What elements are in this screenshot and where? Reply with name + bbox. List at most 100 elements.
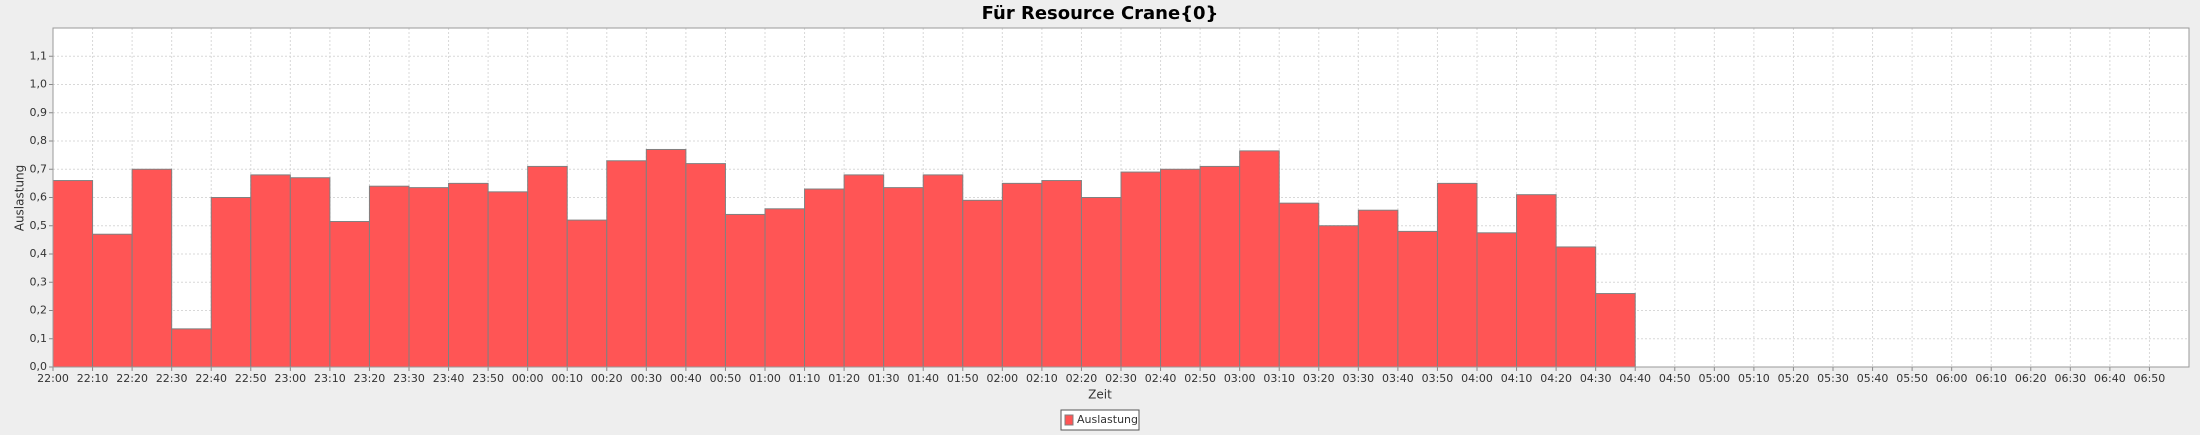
x-tick-label: 02:00 — [986, 372, 1018, 385]
x-tick-label: 02:50 — [1184, 372, 1216, 385]
bar — [1001, 182, 1043, 368]
x-tick-label: 04:50 — [1659, 372, 1691, 385]
bar — [487, 191, 529, 368]
bar — [448, 182, 489, 368]
x-tick-label: 03:30 — [1342, 372, 1374, 385]
x-tick-label: 03:00 — [1224, 372, 1256, 385]
y-tick-label: 0,8 — [30, 134, 48, 147]
x-tick-label: 04:00 — [1461, 372, 1493, 385]
bar — [368, 185, 410, 368]
x-tick-label: 23:20 — [354, 372, 386, 385]
x-tick-label: 06:20 — [2015, 372, 2047, 385]
x-tick-label: 03:10 — [1263, 372, 1295, 385]
bar — [1476, 232, 1518, 368]
x-tick-label: 03:40 — [1382, 372, 1414, 385]
bar — [1595, 293, 1636, 368]
x-tick-label: 04:30 — [1580, 372, 1612, 385]
bar — [843, 174, 885, 368]
bar — [131, 168, 173, 368]
x-tick-label: 04:20 — [1540, 372, 1572, 385]
x-tick-label: 05:30 — [1817, 372, 1849, 385]
bar — [52, 180, 94, 368]
x-tick-label: 00:20 — [591, 372, 623, 385]
y-axis-label: Auslastung — [13, 165, 27, 232]
x-tick-label: 06:10 — [1975, 372, 2007, 385]
y-tick-label: 0,9 — [30, 106, 48, 119]
x-tick-label: 03:20 — [1303, 372, 1335, 385]
bar — [250, 174, 291, 368]
bar — [606, 160, 647, 368]
y-tick-label: 0,4 — [30, 247, 48, 260]
y-tick-label: 0,7 — [30, 162, 48, 175]
bar — [329, 221, 370, 368]
bar — [1041, 180, 1082, 368]
x-tick-label: 04:10 — [1501, 372, 1533, 385]
y-tick-label: 0,0 — [30, 360, 48, 373]
bar — [210, 197, 252, 368]
x-tick-label: 06:50 — [2134, 372, 2166, 385]
x-tick-label: 22:20 — [116, 372, 148, 385]
x-tick-label: 23:30 — [393, 372, 425, 385]
x-tick-label: 22:30 — [156, 372, 188, 385]
x-tick-label: 22:10 — [77, 372, 109, 385]
x-tick-label: 05:40 — [1857, 372, 1889, 385]
plot-border — [52, 27, 2190, 368]
bar — [408, 187, 450, 368]
bar — [527, 165, 568, 368]
bar — [1318, 225, 1359, 368]
y-tick-label: 0,2 — [30, 304, 48, 317]
x-tick-label: 23:10 — [314, 372, 346, 385]
chart-title: Für Resource Crane{0} — [982, 3, 1219, 24]
bar — [92, 233, 133, 368]
x-tick-label: 00:30 — [630, 372, 662, 385]
x-tick-label: 02:20 — [1066, 372, 1098, 385]
bar — [171, 328, 212, 368]
y-tick-label: 0,5 — [30, 219, 48, 232]
y-tick-label: 0,3 — [30, 275, 48, 288]
x-tick-label: 23:00 — [274, 372, 306, 385]
bar — [645, 148, 687, 368]
x-tick-label: 23:50 — [472, 372, 504, 385]
x-tick-label: 00:50 — [710, 372, 742, 385]
y-tick-label: 1,1 — [30, 49, 48, 62]
legend-swatch — [1064, 414, 1074, 426]
x-tick-label: 01:00 — [749, 372, 781, 385]
x-tick-label: 22:50 — [235, 372, 267, 385]
bar — [1239, 150, 1280, 368]
x-tick-label: 23:40 — [433, 372, 465, 385]
bar — [922, 174, 964, 368]
bar — [1160, 168, 1201, 368]
y-tick-label: 0,6 — [30, 191, 48, 204]
x-tick-label: 01:10 — [789, 372, 821, 385]
x-tick-label: 06:30 — [2054, 372, 2086, 385]
x-tick-label: 01:50 — [947, 372, 979, 385]
x-tick-label: 01:30 — [868, 372, 900, 385]
x-tick-label: 00:00 — [512, 372, 544, 385]
x-tick-label: 05:50 — [1896, 372, 1928, 385]
x-axis-label: Zeit — [1088, 388, 1112, 402]
bar — [685, 163, 726, 368]
bar — [1397, 230, 1438, 368]
bar — [883, 187, 924, 368]
x-tick-label: 06:40 — [2094, 372, 2126, 385]
bar — [289, 177, 331, 368]
x-tick-label: 06:00 — [1936, 372, 1968, 385]
y-tick-label: 1,0 — [30, 78, 48, 91]
bar — [1357, 209, 1399, 368]
x-tick-label: 01:40 — [907, 372, 939, 385]
x-tick-label: 05:20 — [1778, 372, 1810, 385]
y-tick-label: 0,1 — [30, 332, 48, 345]
x-tick-label: 05:10 — [1738, 372, 1770, 385]
x-tick-label: 02:10 — [1026, 372, 1058, 385]
x-tick-label: 00:40 — [670, 372, 702, 385]
bar — [1080, 197, 1122, 368]
bar — [804, 188, 845, 368]
bar — [1278, 202, 1320, 368]
bar — [1120, 171, 1162, 368]
x-tick-label: 02:40 — [1145, 372, 1177, 385]
bar — [764, 208, 806, 368]
legend-box — [1060, 409, 1140, 431]
bar — [1555, 246, 1597, 368]
bar — [566, 219, 608, 368]
